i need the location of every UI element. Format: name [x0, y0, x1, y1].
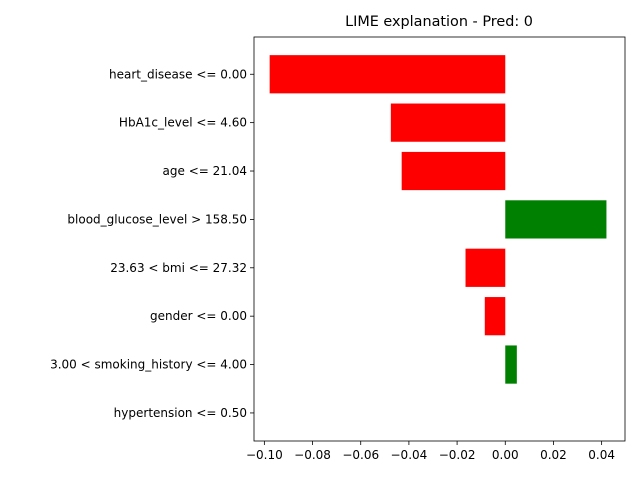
bar-3 [505, 200, 607, 239]
y-tick-label-1: HbA1c_level <= 4.60 [119, 116, 247, 130]
chart-title: LIME explanation - Pred: 0 [345, 14, 533, 30]
bar-1 [390, 103, 506, 142]
x-tick-label-4: −0.02 [439, 448, 476, 462]
bar-5 [484, 297, 506, 336]
x-tick-label-6: 0.02 [540, 448, 567, 462]
x-tick-label-5: 0.00 [492, 448, 519, 462]
bar-6 [505, 345, 517, 384]
y-tick-label-7: hypertension <= 0.50 [114, 406, 247, 420]
bar-0 [269, 55, 506, 94]
y-tick-label-6: 3.00 < smoking_history <= 4.00 [50, 358, 247, 372]
x-tick-label-7: 0.04 [588, 448, 615, 462]
x-tick-label-0: −0.10 [246, 448, 283, 462]
x-tick-label-1: −0.08 [294, 448, 331, 462]
y-tick-label-3: blood_glucose_level > 158.50 [67, 212, 247, 226]
bar-2 [401, 151, 506, 191]
y-tick-label-0: heart_disease <= 0.00 [109, 67, 247, 81]
y-tick-label-2: age <= 21.04 [163, 164, 247, 178]
y-tick-label-5: gender <= 0.00 [150, 309, 247, 323]
bar-4 [465, 248, 506, 287]
plot-frame [253, 36, 626, 442]
x-tick-label-3: −0.04 [391, 448, 428, 462]
y-tick-label-4: 23.63 < bmi <= 27.32 [110, 261, 247, 275]
x-tick-label-2: −0.06 [342, 448, 379, 462]
